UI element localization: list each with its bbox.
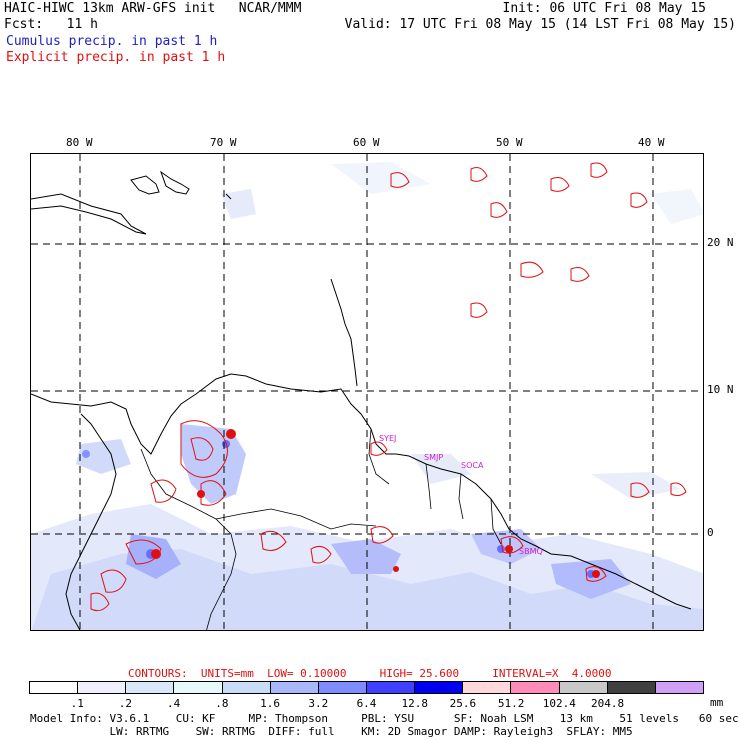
legend-tick-label: 6.4 (356, 697, 377, 710)
legend-swatch (366, 682, 416, 693)
legend-swatch (318, 682, 367, 693)
lat-label-0: 0 (707, 526, 714, 539)
legend-swatch (559, 682, 608, 693)
map-canvas: SYEJ SMJP SOCA SBMQ (31, 154, 703, 630)
legend-tick-label: 102.4 (542, 697, 576, 710)
explicit-precip-contours (90, 162, 687, 612)
precip-map: SYEJ SMJP SOCA SBMQ (30, 153, 704, 631)
legend-swatch (126, 682, 175, 693)
legend-swatch (655, 682, 703, 693)
station-sbmq: SBMQ (519, 547, 543, 556)
legend-swatch (78, 682, 127, 693)
legend-tick-label: 51.2 (497, 697, 525, 710)
valid-time: Valid: 17 UTC Fri 08 May 15 (14 LST Fri … (344, 17, 736, 32)
coastlines (31, 170, 692, 630)
init-time: Init: 06 UTC Fri 08 May 15 (502, 1, 707, 16)
legend-tick-label: .2 (118, 697, 133, 710)
legend-swatch (415, 682, 464, 693)
model-info-line2: LW: RRTMG SW: RRTMG DIFF: full KM: 2D Sm… (30, 725, 633, 738)
legend-tick-label: .4 (167, 697, 181, 710)
legend-tick-label: 3.2 (308, 697, 329, 710)
model-info-line1: Model Info: V3.6.1 CU: KF MP: Thompson P… (30, 712, 739, 725)
lon-label-60w: 60 W (353, 136, 380, 149)
legend-tick-label: .8 (215, 697, 229, 710)
legend-tick-label: 204.8 (591, 697, 625, 710)
explicit-label: Explicit precip. in past 1 h (6, 50, 226, 65)
legend-swatch (607, 682, 656, 693)
color-legend (29, 681, 704, 694)
legend-tick-label: 25.6 (449, 697, 477, 710)
cumulus-precip-areas (31, 162, 703, 630)
legend-swatch (270, 682, 319, 693)
legend-swatch (174, 682, 223, 693)
model-title: HAIC-HIWC 13km ARW-GFS init NCAR/MMM (4, 1, 302, 16)
legend-swatch (463, 682, 512, 693)
lon-label-50w: 50 W (496, 136, 523, 149)
legend-swatch (222, 682, 271, 693)
lon-label-70w: 70 W (210, 136, 237, 149)
cumulus-label: Cumulus precip. in past 1 h (6, 34, 218, 49)
station-soca: SOCA (461, 461, 484, 470)
legend-tick-label: .1 (70, 697, 84, 710)
station-smjp: SMJP (424, 453, 443, 462)
lon-label-80w: 80 W (66, 136, 93, 149)
forecast-hour: Fcst: 11 h (4, 17, 98, 32)
station-labels: SYEJ SMJP SOCA SBMQ (379, 434, 543, 556)
lon-label-40w: 40 W (638, 136, 665, 149)
legend-unit: mm (710, 696, 724, 709)
lat-label-20n: 20 N (707, 236, 734, 249)
contour-info: CONTOURS: UNITS=mm LOW= 0.10000 HIGH= 25… (128, 667, 612, 680)
station-syej: SYEJ (379, 434, 396, 443)
legend-tick-label: 12.8 (401, 697, 428, 710)
legend-swatch (30, 682, 79, 693)
legend-swatch (511, 682, 560, 693)
lat-label-10n: 10 N (707, 383, 734, 396)
legend-tick-label: 1.6 (260, 697, 280, 710)
